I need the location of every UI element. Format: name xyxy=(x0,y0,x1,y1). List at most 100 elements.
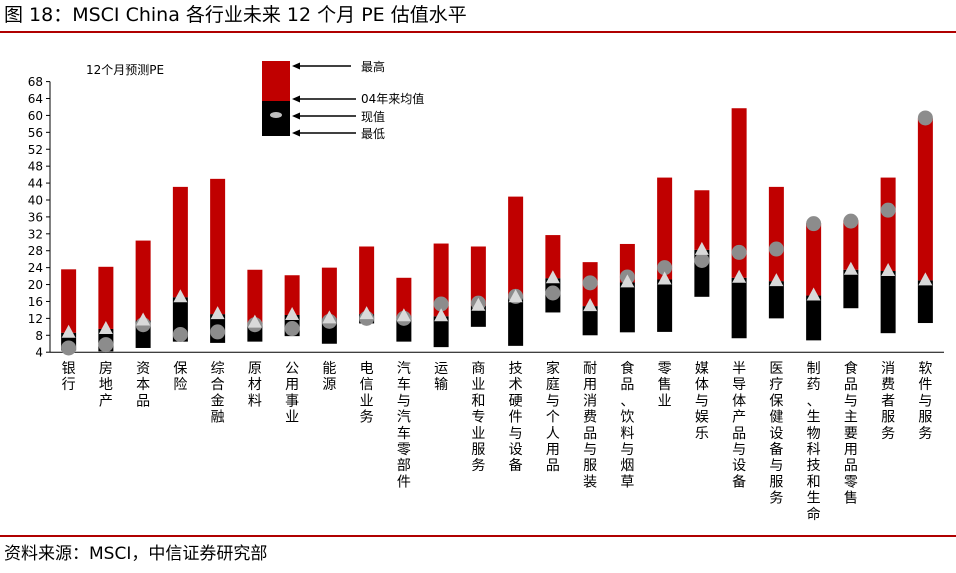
average-value-marker xyxy=(247,314,262,328)
bar-upper-segment xyxy=(135,240,151,321)
average-value-marker xyxy=(694,241,709,255)
current-value-marker xyxy=(433,296,449,312)
current-value-marker xyxy=(582,275,598,291)
bar-lower-segment xyxy=(582,306,598,336)
current-value-marker xyxy=(917,110,933,126)
legend-current-marker xyxy=(270,112,282,118)
bar-upper-segment xyxy=(657,177,673,280)
average-value-marker xyxy=(583,298,598,312)
x-category-label: 公用事业 xyxy=(285,361,299,426)
legend-upper-swatch xyxy=(262,61,290,101)
bar-upper-segment xyxy=(545,235,561,279)
current-value-marker xyxy=(768,241,784,257)
bar-upper-segment xyxy=(508,196,524,298)
y-tick-label: 48 xyxy=(28,160,43,174)
x-category-label: 保险 xyxy=(173,361,187,393)
footer-rule xyxy=(0,535,956,537)
legend-avg-arrowhead xyxy=(292,95,300,103)
bar-lower-segment xyxy=(470,305,486,327)
bar-upper-segment xyxy=(98,266,114,329)
y-tick-label: 68 xyxy=(28,75,43,89)
bar-lower-segment xyxy=(433,316,449,348)
x-category-label: 医疗保健设备与服务 xyxy=(769,361,783,507)
bar-lower-segment xyxy=(880,271,896,334)
x-category-label: 制药、生物科技和生命 xyxy=(807,361,821,523)
y-tick-label: 60 xyxy=(28,109,43,123)
y-tick-label: 36 xyxy=(28,210,43,224)
y-tick-label: 32 xyxy=(28,227,43,241)
x-category-label: 银行 xyxy=(62,361,76,393)
x-category-label: 消费者服务 xyxy=(881,361,895,442)
bar-upper-segment xyxy=(247,269,263,323)
x-axis-labels: 银行 房地产 资本品 保险 综合金融 原材料 公用事业 能源 电信业务 汽车与汽车零部件 运输 商业和… xyxy=(62,360,933,523)
y-tick-label: 56 xyxy=(28,126,43,140)
current-value-marker xyxy=(731,244,747,260)
average-value-marker xyxy=(732,269,747,283)
average-value-marker xyxy=(434,308,449,322)
bar-lower-segment xyxy=(508,297,524,346)
average-value-marker xyxy=(843,261,858,275)
bar-upper-segment xyxy=(731,108,747,278)
y-tick-label: 16 xyxy=(28,295,43,309)
current-value-marker xyxy=(806,216,822,232)
bar-lower-segment xyxy=(657,279,673,332)
bar-upper-segment xyxy=(768,186,784,282)
average-value-marker xyxy=(173,289,188,303)
bar-upper-segment xyxy=(880,177,896,272)
bar-lower-segment xyxy=(619,282,635,333)
average-value-marker xyxy=(508,289,523,303)
current-value-marker xyxy=(284,321,300,337)
bar-upper-segment xyxy=(470,246,486,306)
y-tick-label: 64 xyxy=(28,92,43,106)
legend: 最高 04年来均值 现值 最低 xyxy=(262,59,424,141)
y-tick-label: 20 xyxy=(28,278,43,292)
y-tick-label: 28 xyxy=(28,244,43,258)
y-tick-label: 4 xyxy=(35,346,43,360)
average-value-marker xyxy=(285,306,300,320)
x-category-label: 房地产 xyxy=(99,361,113,409)
current-value-marker xyxy=(694,252,710,268)
average-value-marker xyxy=(136,312,151,326)
current-value-marker xyxy=(98,337,114,353)
y-tick-label: 44 xyxy=(28,177,43,191)
bar-upper-segment xyxy=(396,277,412,317)
bars xyxy=(61,108,933,352)
x-category-label: 综合金融 xyxy=(211,361,225,426)
bar-lower-segment xyxy=(806,295,822,341)
x-category-label: 食品、饮料与烟草 xyxy=(620,360,634,490)
current-value-marker xyxy=(61,340,77,356)
average-value-marker xyxy=(322,310,337,324)
x-category-label: 媒体与娱乐 xyxy=(695,361,709,442)
x-category-label: 运输 xyxy=(434,361,448,393)
legend-current-arrowhead xyxy=(292,112,300,120)
bar-lower-segment xyxy=(731,277,747,339)
x-category-label: 技术硬件与设备 xyxy=(509,361,523,474)
pe-range-chart: 12个月预测PE 最高 04年来均值 现值 最低 481216202428323… xyxy=(28,59,944,523)
y-tick-label: 24 xyxy=(28,261,43,275)
x-category-label: 商业和专业服务 xyxy=(471,361,485,474)
legend-max-label: 最高 xyxy=(361,59,385,74)
bar-upper-segment xyxy=(284,275,300,315)
y-tick-label: 12 xyxy=(28,312,43,326)
markers xyxy=(61,110,933,356)
x-category-label: 半导体产品与设备 xyxy=(732,361,746,490)
average-value-marker xyxy=(620,274,635,288)
current-value-marker xyxy=(843,213,859,229)
average-value-marker xyxy=(806,287,821,301)
x-category-label: 家庭与个人用品 xyxy=(546,360,560,474)
average-value-marker xyxy=(918,272,933,286)
legend-avg-label: 04年来均值 xyxy=(361,91,424,106)
x-category-label: 耐用消费品与服装 xyxy=(583,361,597,490)
average-value-marker xyxy=(210,306,225,320)
x-category-label: 原材料 xyxy=(248,361,262,409)
y-tick-label: 40 xyxy=(28,193,43,207)
x-category-label: 能源 xyxy=(322,361,336,393)
x-category-label: 电信业务 xyxy=(360,361,374,426)
current-value-marker xyxy=(210,324,226,340)
bar-lower-segment xyxy=(917,280,933,324)
current-value-marker xyxy=(880,202,896,218)
x-category-label: 汽车与汽车零部件 xyxy=(397,361,411,490)
x-category-label: 食品与主要用品零售 xyxy=(844,360,858,507)
bar-upper-segment xyxy=(694,190,710,250)
